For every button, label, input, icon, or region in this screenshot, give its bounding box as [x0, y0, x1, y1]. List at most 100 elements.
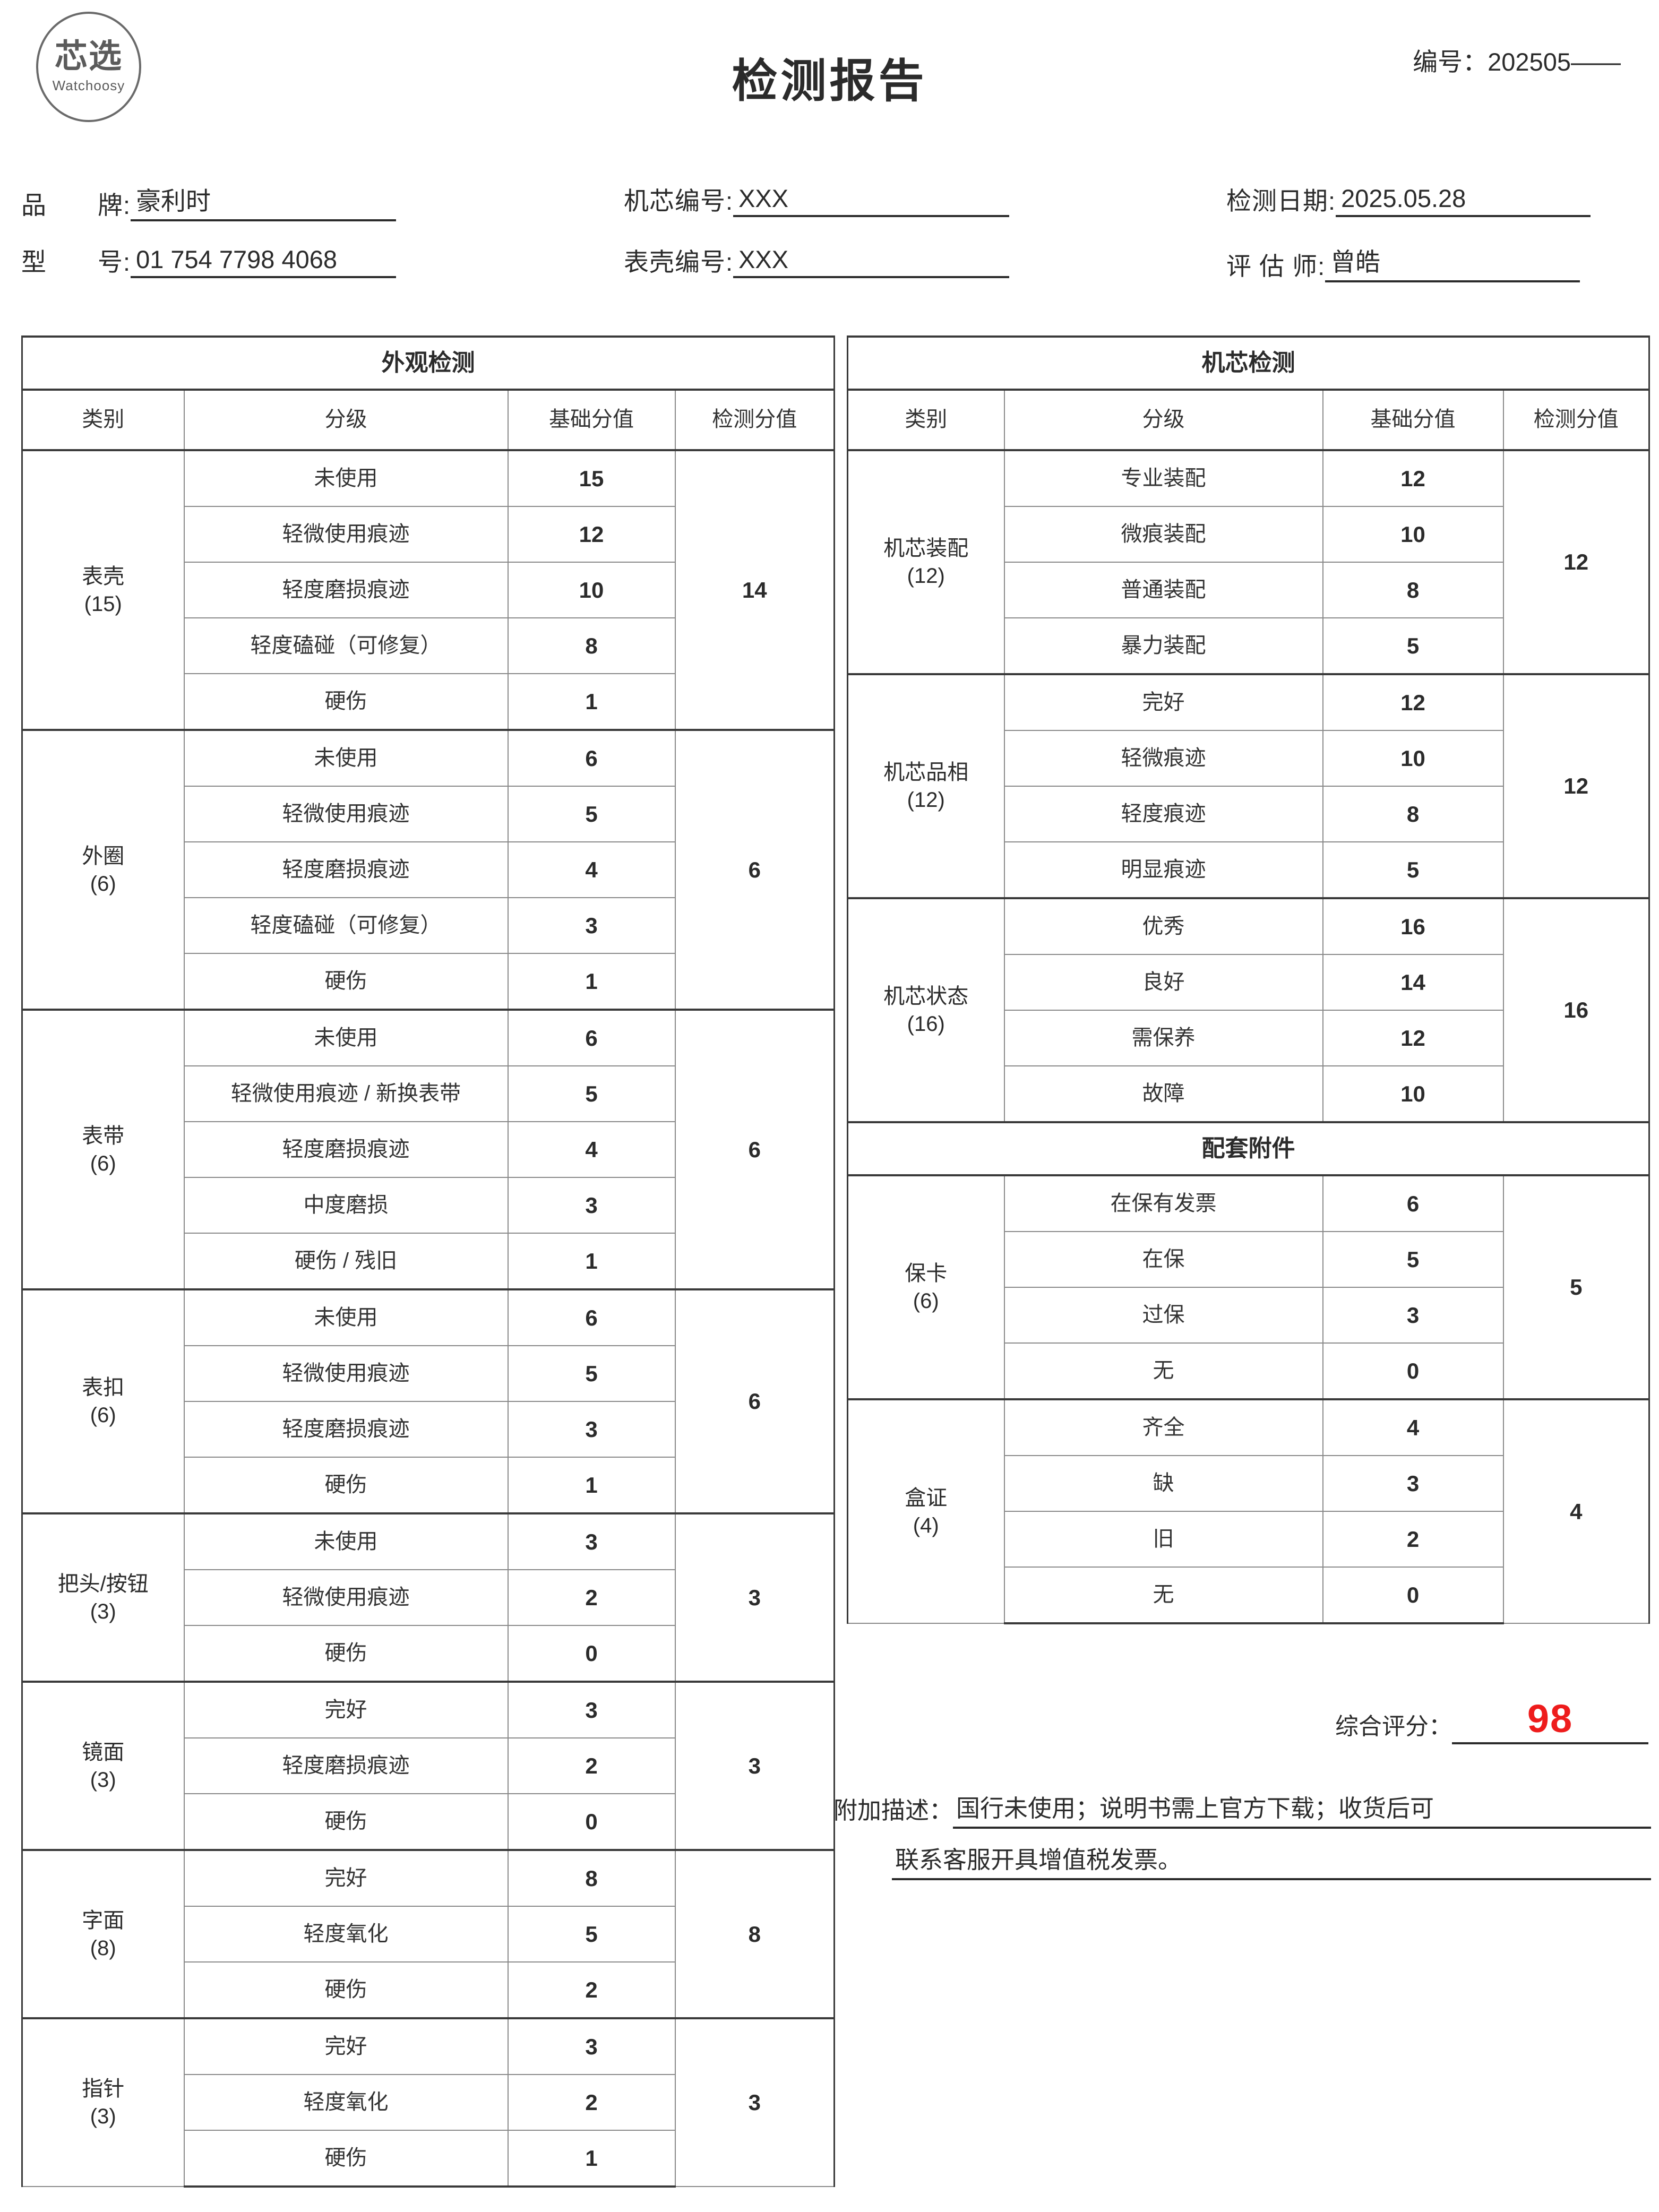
- grade-cell: 轻微使用痕迹: [183, 1345, 509, 1402]
- table-header-row: 类别 分级 基础分值 检测分值: [21, 389, 835, 451]
- grade-cell: 轻度磕碰（可修复）: [183, 897, 509, 954]
- additional-description: 附加描述： 国行未使用；说明书需上官方下载；收货后可 联系客服开具增值税发票。: [833, 1789, 1651, 1892]
- category-cell: 机芯装配 (12): [847, 449, 1005, 675]
- base-score-cell: 3: [507, 1401, 676, 1458]
- field-movement-no-label: 机芯编号:: [624, 187, 734, 215]
- grade-cell: 硬伤: [183, 2130, 509, 2188]
- col-header-grade: 分级: [1003, 389, 1323, 451]
- check-score-cell: 3: [674, 2017, 835, 2187]
- grade-cell: 过保: [1003, 1287, 1323, 1344]
- category-cell: 外圈 (6): [21, 729, 185, 1010]
- field-case-no-value[interactable]: XXX: [733, 245, 1010, 278]
- grade-cell: 硬伤: [183, 1457, 509, 1514]
- table-row: 轻微使用痕迹 5: [22, 786, 835, 842]
- field-case-no-label: 表壳编号:: [624, 248, 734, 276]
- field-date: 检测日期: 2025.05.28: [1226, 180, 1591, 217]
- check-score-cell: 6: [674, 1009, 835, 1290]
- notes-text-line-2[interactable]: 联系客服开具增值税发票。: [892, 1840, 1651, 1880]
- base-score-cell: 8: [1322, 562, 1504, 618]
- category-cell: 字面 (8): [21, 1849, 185, 2019]
- base-score-cell: 12: [1322, 1010, 1504, 1066]
- base-score-cell: 3: [507, 1681, 676, 1738]
- table-row: 轻微使用痕迹 5: [22, 1345, 835, 1402]
- grade-cell: 完好: [183, 2017, 509, 2075]
- grade-cell: 未使用: [183, 449, 509, 507]
- notes-text-line-1[interactable]: 国行未使用；说明书需上官方下载；收货后可: [953, 1789, 1651, 1829]
- grade-cell: 轻微使用痕迹: [183, 506, 509, 563]
- field-date-value[interactable]: 2025.05.28: [1336, 184, 1591, 217]
- base-score-cell: 8: [507, 1849, 676, 1907]
- table-row: 轻度磨损痕迹 3: [22, 1401, 835, 1458]
- base-score-cell: 6: [1322, 1174, 1504, 1232]
- grade-cell: 轻度氧化: [183, 1906, 509, 1963]
- table-row: 明显痕迹 5: [848, 841, 1649, 899]
- col-header-category: 类别: [21, 389, 185, 451]
- table-row: 硬伤 1: [22, 673, 835, 730]
- grade-cell: 轻度氧化: [183, 2074, 509, 2131]
- col-header-base-score: 基础分值: [1322, 389, 1504, 451]
- appearance-banner: 外观检测: [21, 335, 835, 391]
- base-score-cell: 8: [507, 617, 676, 674]
- section-banner-label: 外观检测: [21, 335, 835, 391]
- grade-cell: 轻度痕迹: [1003, 786, 1323, 842]
- grade-cell: 未使用: [183, 1288, 509, 1346]
- field-assessor-value[interactable]: 曾皓: [1325, 242, 1580, 282]
- base-score-cell: 3: [507, 897, 676, 954]
- table-row: 硬伤 1: [22, 1457, 835, 1514]
- field-brand-value[interactable]: 豪利时: [131, 180, 397, 221]
- grade-cell: 在保: [1003, 1231, 1323, 1288]
- overall-score-field[interactable]: 98: [1452, 1696, 1648, 1744]
- check-score-cell: 6: [674, 1288, 835, 1514]
- check-score-cell: 12: [1502, 449, 1650, 675]
- check-score-cell: 16: [1502, 897, 1650, 1123]
- base-score-cell: 2: [507, 1737, 676, 1794]
- field-model-value[interactable]: 01 754 7798 4068: [131, 245, 397, 278]
- base-score-cell: 10: [1322, 506, 1504, 563]
- table-row: 指针 (3) 完好 3 3: [21, 2017, 835, 2187]
- table-row: 机芯状态 (16) 优秀 16 16: [847, 897, 1650, 1123]
- grade-cell: 轻度磕碰（可修复）: [183, 617, 509, 674]
- grade-cell: 普通装配: [1003, 562, 1323, 618]
- table-row: 把头/按钮 (3) 未使用 3 3: [21, 1512, 835, 1682]
- table-row: 机芯品相 (12) 完好 12 12: [847, 673, 1650, 899]
- category-cell: 表扣 (6): [21, 1288, 185, 1514]
- grade-cell: 暴力装配: [1003, 617, 1323, 675]
- table-row: 良好 14: [848, 954, 1649, 1011]
- base-score-cell: 0: [1322, 1567, 1504, 1624]
- logo-chinese-text: 芯选: [54, 38, 123, 75]
- grade-cell: 硬伤 / 残旧: [183, 1233, 509, 1290]
- grade-cell: 故障: [1003, 1065, 1323, 1123]
- table-row: 轻度磨损痕迹 10: [22, 562, 835, 618]
- col-header-check-score: 检测分值: [674, 389, 835, 451]
- table-row: 硬伤 0: [22, 1625, 835, 1682]
- table-row: 保卡 (6) 在保有发票 6 5: [847, 1174, 1650, 1400]
- col-header-grade: 分级: [183, 389, 509, 451]
- movement-banner: 机芯检测: [847, 335, 1650, 391]
- appearance-grid: 外观检测 类别 分级 基础分值 检测分值 表壳 (15) 未使用 15 14 轻微使用痕迹 12 轻度磨…: [21, 335, 835, 2188]
- check-score-cell: 14: [674, 449, 835, 730]
- base-score-cell: 5: [507, 786, 676, 842]
- serial-value: 202505——: [1488, 48, 1621, 76]
- table-row: 过保 3: [848, 1287, 1649, 1344]
- base-score-cell: 2: [507, 1961, 676, 2019]
- base-score-cell: 4: [507, 1121, 676, 1178]
- category-cell: 镜面 (3): [21, 1681, 185, 1850]
- table-row: 轻微痕迹 10: [848, 730, 1649, 787]
- base-score-cell: 6: [507, 1009, 676, 1066]
- section-banner-label: 配套附件: [847, 1121, 1650, 1176]
- table-row: 中度磨损 3: [22, 1177, 835, 1234]
- grade-cell: 硬伤: [183, 1625, 509, 1682]
- base-score-cell: 15: [507, 449, 676, 507]
- base-score-cell: 2: [507, 1569, 676, 1626]
- base-score-cell: 10: [1322, 1065, 1504, 1123]
- table-row: 故障 10: [848, 1065, 1649, 1123]
- field-movement-no-value[interactable]: XXX: [733, 184, 1010, 217]
- field-assessor: 评 估 师: 曾皓: [1226, 242, 1580, 282]
- grade-cell: 轻度磨损痕迹: [183, 1401, 509, 1458]
- movement-grid: 机芯检测 类别 分级 基础分值 检测分值 机芯装配 (12) 专业装配 12 12 微痕装配 10 普通…: [847, 335, 1650, 1624]
- appearance-inspection-table: 外观检测 类别 分级 基础分值 检测分值 表壳 (15) 未使用 15 14 轻微使用痕迹 12 轻度磨…: [21, 335, 835, 2188]
- logo-english-text: Watchoosy: [52, 77, 125, 93]
- base-score-cell: 6: [507, 729, 676, 787]
